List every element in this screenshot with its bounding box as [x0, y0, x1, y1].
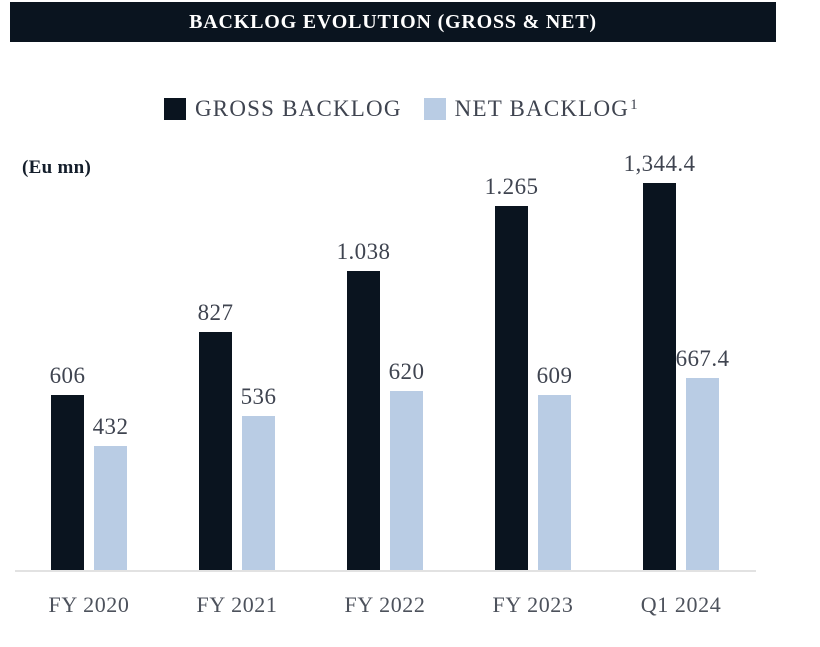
gross-bar	[643, 183, 676, 570]
net-backlog-text: NET BACKLOG	[454, 96, 630, 121]
chart-title: BACKLOG EVOLUTION (GROSS & NET)	[189, 10, 597, 33]
legend-item-net-backlog: NET BACKLOG1	[423, 96, 639, 121]
net-value-label: 667.4	[675, 346, 730, 371]
net-value-label: 432	[92, 414, 129, 439]
net-value-label: 536	[240, 384, 277, 409]
net-value-label: 620	[388, 359, 425, 384]
gross-value-label: 1.265	[484, 174, 539, 199]
gross-value-label: 606	[49, 363, 86, 388]
bar-group-fy-2023: 1.265 609	[459, 150, 607, 570]
gross-bar	[51, 395, 84, 570]
bar-group-fy-2020: 606 432	[15, 150, 163, 570]
legend-label-net-backlog: NET BACKLOG1	[455, 96, 639, 121]
net-bar	[538, 395, 571, 570]
net-bar	[94, 446, 127, 570]
chart-title-bar: BACKLOG EVOLUTION (GROSS & NET)	[10, 2, 776, 42]
net-bar	[686, 378, 719, 570]
x-axis-label-fy-2022: FY 2022	[344, 592, 426, 617]
bar-group-fy-2022: 1.038 620	[311, 150, 459, 570]
legend: GROSS BACKLOG NET BACKLOG1	[164, 96, 639, 121]
gross-bar-wrap: 1.265	[484, 174, 539, 570]
gross-value-label: 827	[197, 300, 234, 325]
gross-bar	[495, 206, 528, 570]
gross-bar	[199, 332, 232, 570]
chart-plot-area: 606 432 827 536 1.038 620 1.265 609 1,344.4 667.4	[15, 150, 755, 570]
net-bar-wrap: 432	[92, 414, 129, 570]
gross-bar-wrap: 827	[197, 300, 234, 570]
net-bar	[390, 391, 423, 570]
gross-value-label: 1,344.4	[623, 151, 696, 176]
net-bar-wrap: 609	[536, 363, 573, 570]
bar-group-fy-2021: 827 536	[163, 150, 311, 570]
x-axis-label-q1-2024: Q1 2024	[640, 592, 722, 617]
net-bar-wrap: 667.4	[675, 346, 730, 570]
net-bar	[242, 416, 275, 570]
bar-group-q1-2024: 1,344.4 667.4	[607, 150, 755, 570]
gross-bar	[347, 271, 380, 570]
gross-backlog-swatch	[164, 98, 186, 120]
units-label: (Eu mn)	[22, 157, 92, 178]
net-backlog-swatch	[423, 98, 446, 120]
gross-bar-wrap: 1.038	[336, 239, 391, 570]
footnote-superscript: 1	[630, 97, 639, 113]
legend-label-gross-backlog: GROSS BACKLOG	[195, 96, 402, 121]
net-bar-wrap: 620	[388, 359, 425, 570]
gross-bar-wrap: 606	[49, 363, 86, 570]
x-axis-label-fy-2023: FY 2023	[492, 592, 574, 617]
gross-bar-wrap: 1,344.4	[623, 151, 696, 570]
x-axis-label-fy-2020: FY 2020	[48, 592, 130, 617]
x-axis-label-fy-2021: FY 2021	[196, 592, 278, 617]
legend-item-gross-backlog: GROSS BACKLOG	[164, 96, 402, 121]
gross-value-label: 1.038	[336, 239, 391, 264]
net-value-label: 609	[536, 363, 573, 388]
x-axis-labels: FY 2020 FY 2021 FY 2022 FY 2023 Q1 2024	[15, 592, 755, 618]
x-axis-baseline	[15, 570, 756, 572]
net-bar-wrap: 536	[240, 384, 277, 570]
